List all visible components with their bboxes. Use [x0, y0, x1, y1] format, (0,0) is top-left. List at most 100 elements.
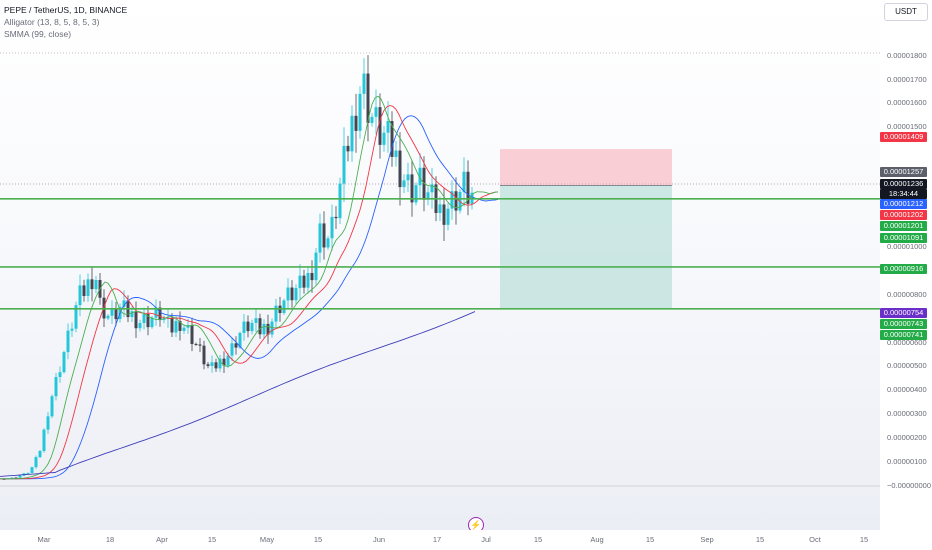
- candle-body: [338, 183, 342, 219]
- candle-body: [206, 364, 210, 366]
- candle-body: [18, 475, 22, 478]
- candle-body: [2, 478, 6, 480]
- price-tick: −0.00000000: [887, 481, 932, 490]
- candle-body: [402, 180, 406, 188]
- price-tick: 0.00000400: [887, 385, 927, 395]
- price-tick: 0.00001800: [887, 50, 927, 60]
- currency-button[interactable]: USDT: [884, 3, 928, 21]
- price-label: 0.00001202: [880, 210, 927, 220]
- price-label: 18:34:44: [880, 189, 927, 199]
- price-label: 0.00001201: [880, 221, 927, 231]
- candle-body: [378, 107, 382, 145]
- time-tick: 17: [432, 535, 442, 544]
- alligator-indicator-label[interactable]: Alligator (13, 8, 5, 8, 5, 3): [4, 17, 100, 27]
- time-tick: Aug: [590, 535, 604, 544]
- time-tick: 15: [207, 535, 217, 544]
- candle-body: [302, 275, 306, 288]
- candle-body: [418, 167, 422, 186]
- candle-body: [334, 216, 338, 219]
- time-axis[interactable]: [0, 530, 880, 550]
- candle-body: [82, 285, 86, 296]
- time-tick: 15: [859, 535, 869, 544]
- candle-body: [62, 352, 66, 373]
- price-tick: 0.00000600: [887, 337, 927, 347]
- candle-body: [342, 145, 346, 184]
- candle-body: [286, 287, 290, 301]
- chart-legend: PEPE / TetherUS, 1D, BINANCE Alligator (…: [4, 4, 127, 40]
- candle-body: [246, 321, 250, 332]
- chart-area[interactable]: PEPE / TetherUS, 1D, BINANCE Alligator (…: [0, 0, 880, 533]
- alligator-teeth-line: [0, 105, 499, 480]
- price-chart[interactable]: [0, 0, 880, 530]
- alligator-lips-line: [0, 95, 499, 480]
- candle-body: [146, 314, 150, 328]
- candle-body: [406, 174, 410, 181]
- candle-body: [350, 115, 354, 152]
- candle-body: [250, 322, 254, 332]
- candle-body: [214, 362, 218, 369]
- candle-body: [382, 132, 386, 145]
- price-tick: 0.00001000: [887, 241, 927, 251]
- price-tick: 0.00000300: [887, 409, 927, 419]
- candle-body: [326, 238, 330, 248]
- candle-body: [386, 121, 390, 133]
- price-label: 0.00001257: [880, 167, 927, 177]
- candle-body: [138, 323, 142, 329]
- candle-body: [366, 73, 370, 123]
- time-tick: 18: [105, 535, 115, 544]
- candle-body: [10, 477, 14, 479]
- candle-body: [134, 311, 138, 329]
- candle-body: [262, 323, 266, 335]
- price-label: 0.00000754: [880, 308, 927, 318]
- candle-body: [358, 93, 362, 131]
- candle-body: [114, 308, 118, 320]
- price-label: 0.00001409: [880, 132, 927, 142]
- price-label: 0.00000743: [880, 319, 927, 329]
- candle-body: [70, 328, 74, 331]
- price-tick: 0.00001500: [887, 122, 927, 132]
- candle-body: [202, 345, 206, 365]
- alligator-jaw-line: [0, 115, 499, 480]
- candle-body: [218, 358, 222, 369]
- candle-body: [274, 305, 278, 322]
- candle-body: [410, 174, 414, 203]
- candle-body: [90, 279, 94, 290]
- price-tick: 0.00000100: [887, 457, 927, 467]
- time-tick: 15: [755, 535, 765, 544]
- candle-body: [154, 307, 158, 318]
- candle-body: [362, 73, 366, 94]
- candle-body: [226, 355, 230, 366]
- candle-body: [142, 314, 146, 324]
- candle-body: [46, 416, 50, 430]
- price-tick: 0.00001600: [887, 98, 927, 108]
- candle-body: [26, 472, 30, 474]
- candle-body: [266, 323, 270, 335]
- candle-body: [330, 216, 334, 239]
- price-label: 0.00000916: [880, 264, 927, 274]
- candle-body: [78, 285, 82, 306]
- candle-body: [446, 208, 450, 225]
- take-profit-zone: [500, 185, 672, 309]
- time-tick: May: [259, 535, 275, 544]
- time-tick: Sep: [700, 535, 714, 544]
- symbol-title[interactable]: PEPE / TetherUS, 1D, BINANCE: [4, 5, 128, 15]
- candle-body: [390, 121, 394, 157]
- candle-body: [174, 320, 178, 333]
- price-tick: 0.00000800: [887, 289, 927, 299]
- time-tick: Jun: [372, 535, 386, 544]
- candle-body: [74, 305, 78, 329]
- smma-indicator-label[interactable]: SMMA (99, close): [4, 29, 72, 39]
- candle-body: [150, 317, 154, 328]
- price-label: 0.00001091: [880, 233, 927, 243]
- candle-body: [38, 450, 42, 458]
- candle-body: [294, 288, 298, 301]
- price-tick: 0.00000500: [887, 361, 927, 371]
- candle-body: [374, 107, 378, 117]
- price-label: 0.00001236: [880, 179, 927, 189]
- candle-body: [310, 272, 314, 281]
- candle-body: [34, 457, 38, 468]
- candle-body: [222, 358, 226, 366]
- candle-body: [258, 318, 262, 335]
- time-tick: Apr: [156, 535, 168, 544]
- price-tick: 0.00001700: [887, 74, 927, 84]
